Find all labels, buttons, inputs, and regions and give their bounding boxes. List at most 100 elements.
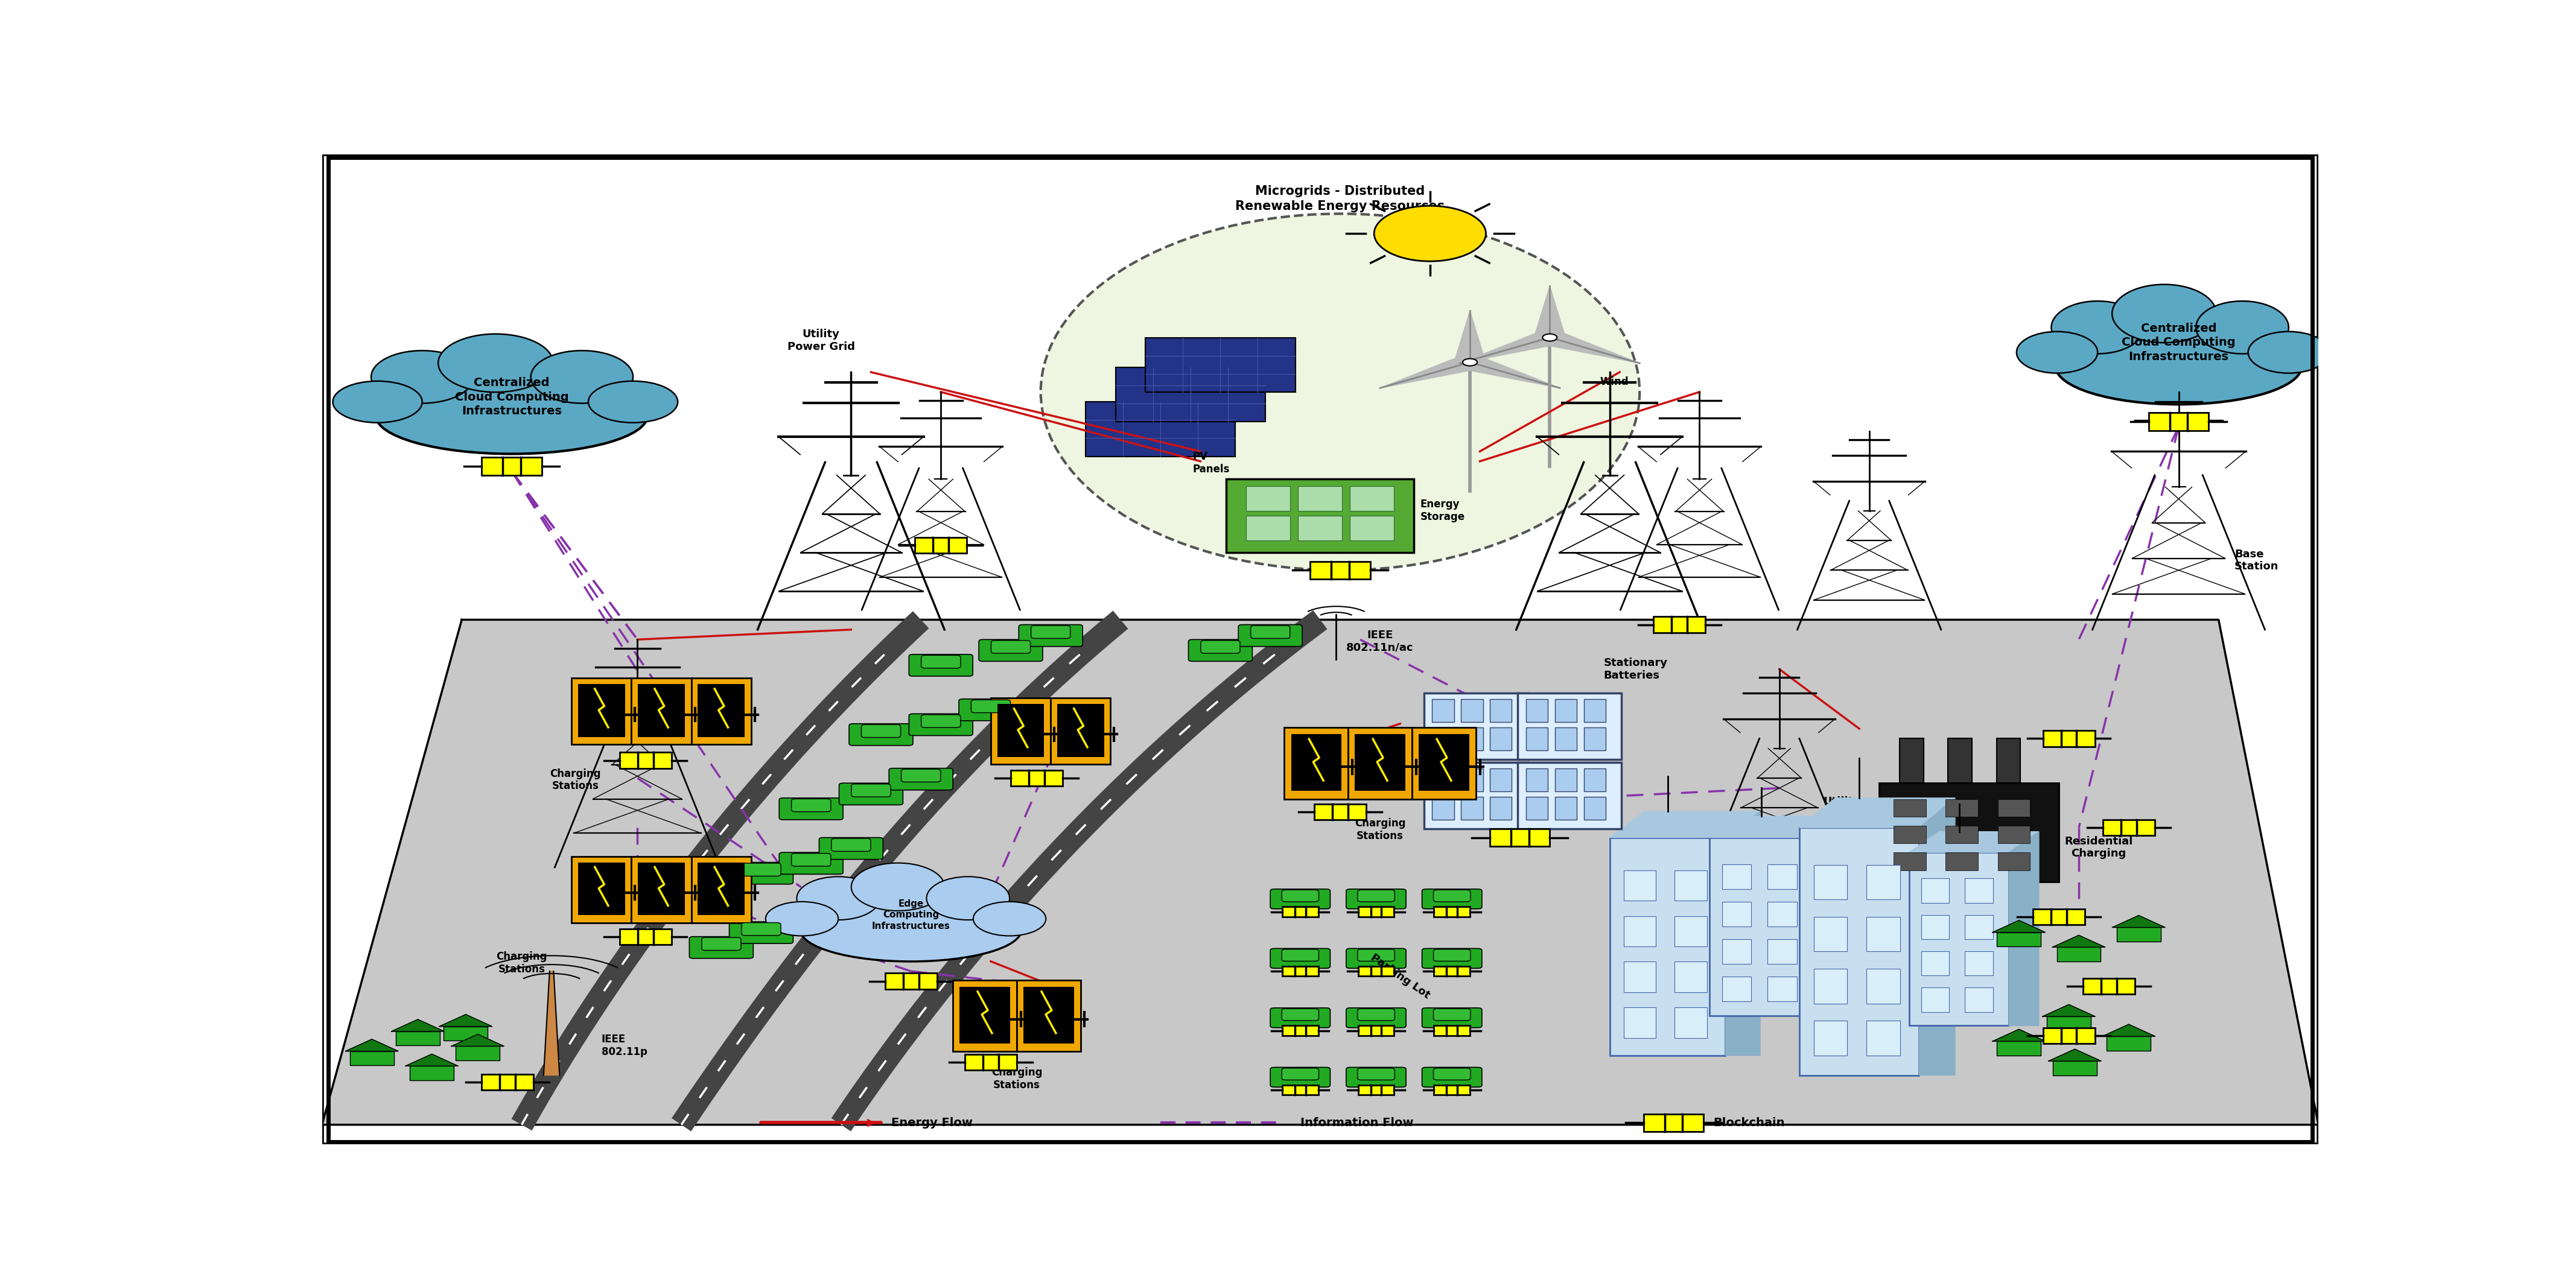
FancyBboxPatch shape: [1868, 1021, 1901, 1056]
FancyBboxPatch shape: [1556, 797, 1577, 820]
FancyBboxPatch shape: [572, 856, 631, 923]
FancyBboxPatch shape: [902, 769, 940, 782]
FancyBboxPatch shape: [1517, 763, 1623, 828]
Text: Charging
Stations: Charging Stations: [551, 768, 600, 792]
FancyBboxPatch shape: [1270, 949, 1329, 968]
FancyBboxPatch shape: [1965, 952, 1994, 976]
FancyBboxPatch shape: [1999, 799, 2030, 817]
FancyBboxPatch shape: [572, 678, 631, 745]
Polygon shape: [1919, 797, 1955, 1075]
FancyBboxPatch shape: [1814, 864, 1847, 899]
Text: Stationary
Batteries: Stationary Batteries: [1605, 657, 1667, 682]
FancyBboxPatch shape: [1489, 700, 1512, 723]
FancyBboxPatch shape: [2084, 979, 2136, 994]
FancyBboxPatch shape: [482, 458, 541, 475]
FancyBboxPatch shape: [1643, 1114, 1703, 1132]
Polygon shape: [1909, 832, 2040, 853]
FancyBboxPatch shape: [778, 853, 842, 874]
FancyBboxPatch shape: [1525, 769, 1548, 792]
FancyBboxPatch shape: [1489, 797, 1512, 820]
Polygon shape: [1814, 817, 1844, 1016]
FancyBboxPatch shape: [1880, 783, 2058, 882]
FancyBboxPatch shape: [860, 724, 902, 737]
FancyBboxPatch shape: [1584, 769, 1605, 792]
FancyBboxPatch shape: [1525, 797, 1548, 820]
FancyBboxPatch shape: [2117, 927, 2161, 941]
Polygon shape: [440, 1015, 492, 1026]
Ellipse shape: [850, 863, 945, 910]
FancyBboxPatch shape: [1425, 693, 1528, 759]
FancyBboxPatch shape: [1432, 1008, 1471, 1021]
FancyBboxPatch shape: [618, 752, 672, 768]
FancyBboxPatch shape: [1435, 1026, 1471, 1035]
FancyBboxPatch shape: [350, 1051, 394, 1065]
Text: Blockchain: Blockchain: [1713, 1118, 1785, 1129]
FancyBboxPatch shape: [791, 799, 832, 811]
FancyBboxPatch shape: [850, 724, 912, 746]
Text: Information Flow: Information Flow: [1301, 1118, 1414, 1129]
Text: Centralized
Cloud Computing
Infrastructures: Centralized Cloud Computing Infrastructu…: [456, 377, 569, 417]
FancyBboxPatch shape: [1814, 968, 1847, 1003]
Ellipse shape: [1041, 213, 1638, 570]
FancyBboxPatch shape: [2102, 819, 2154, 836]
FancyBboxPatch shape: [1432, 890, 1471, 901]
FancyBboxPatch shape: [698, 684, 744, 737]
FancyBboxPatch shape: [397, 1031, 440, 1046]
FancyBboxPatch shape: [1311, 561, 1370, 579]
FancyBboxPatch shape: [1249, 625, 1291, 638]
FancyBboxPatch shape: [1909, 853, 2009, 1026]
FancyBboxPatch shape: [1947, 738, 1973, 783]
FancyBboxPatch shape: [1899, 738, 1924, 783]
FancyBboxPatch shape: [1525, 700, 1548, 723]
Text: Edge
Computing
Infrastructures: Edge Computing Infrastructures: [871, 899, 951, 931]
FancyBboxPatch shape: [1350, 516, 1394, 540]
FancyBboxPatch shape: [698, 863, 744, 916]
Circle shape: [1543, 334, 1556, 341]
FancyBboxPatch shape: [1654, 617, 1705, 633]
FancyBboxPatch shape: [1721, 901, 1752, 927]
Text: Energy
Storage: Energy Storage: [1419, 499, 1466, 522]
Ellipse shape: [332, 381, 422, 423]
FancyBboxPatch shape: [690, 678, 752, 745]
FancyBboxPatch shape: [1358, 949, 1394, 961]
FancyBboxPatch shape: [1188, 639, 1252, 661]
FancyBboxPatch shape: [1623, 871, 1656, 900]
FancyBboxPatch shape: [1556, 728, 1577, 751]
FancyBboxPatch shape: [1965, 988, 1994, 1012]
FancyBboxPatch shape: [322, 154, 2318, 1145]
FancyBboxPatch shape: [1347, 1008, 1406, 1028]
FancyBboxPatch shape: [1767, 939, 1795, 964]
Polygon shape: [322, 620, 2318, 1125]
FancyBboxPatch shape: [729, 922, 793, 944]
FancyBboxPatch shape: [1419, 734, 1468, 791]
Polygon shape: [1798, 797, 1955, 828]
FancyBboxPatch shape: [1868, 968, 1901, 1003]
FancyBboxPatch shape: [1347, 1067, 1406, 1087]
FancyBboxPatch shape: [1674, 871, 1708, 900]
FancyBboxPatch shape: [1922, 878, 1950, 903]
FancyBboxPatch shape: [1996, 738, 2020, 783]
FancyBboxPatch shape: [1283, 890, 1319, 901]
FancyBboxPatch shape: [1814, 1021, 1847, 1056]
Polygon shape: [2102, 1025, 2156, 1037]
FancyBboxPatch shape: [922, 656, 961, 669]
FancyBboxPatch shape: [971, 700, 1010, 712]
FancyBboxPatch shape: [1358, 1008, 1394, 1021]
FancyBboxPatch shape: [1814, 917, 1847, 952]
FancyBboxPatch shape: [1721, 864, 1752, 889]
FancyBboxPatch shape: [832, 838, 871, 851]
Polygon shape: [2112, 916, 2164, 927]
FancyBboxPatch shape: [1922, 952, 1950, 976]
FancyBboxPatch shape: [1018, 625, 1082, 647]
FancyBboxPatch shape: [819, 837, 884, 859]
FancyBboxPatch shape: [1347, 949, 1406, 968]
Polygon shape: [2048, 1049, 2102, 1061]
Ellipse shape: [531, 351, 634, 404]
FancyBboxPatch shape: [1798, 828, 1919, 1075]
FancyBboxPatch shape: [1489, 728, 1512, 751]
FancyBboxPatch shape: [979, 639, 1043, 661]
FancyBboxPatch shape: [850, 784, 891, 797]
FancyBboxPatch shape: [1556, 700, 1577, 723]
Polygon shape: [1546, 332, 1641, 363]
Polygon shape: [1610, 811, 1759, 837]
